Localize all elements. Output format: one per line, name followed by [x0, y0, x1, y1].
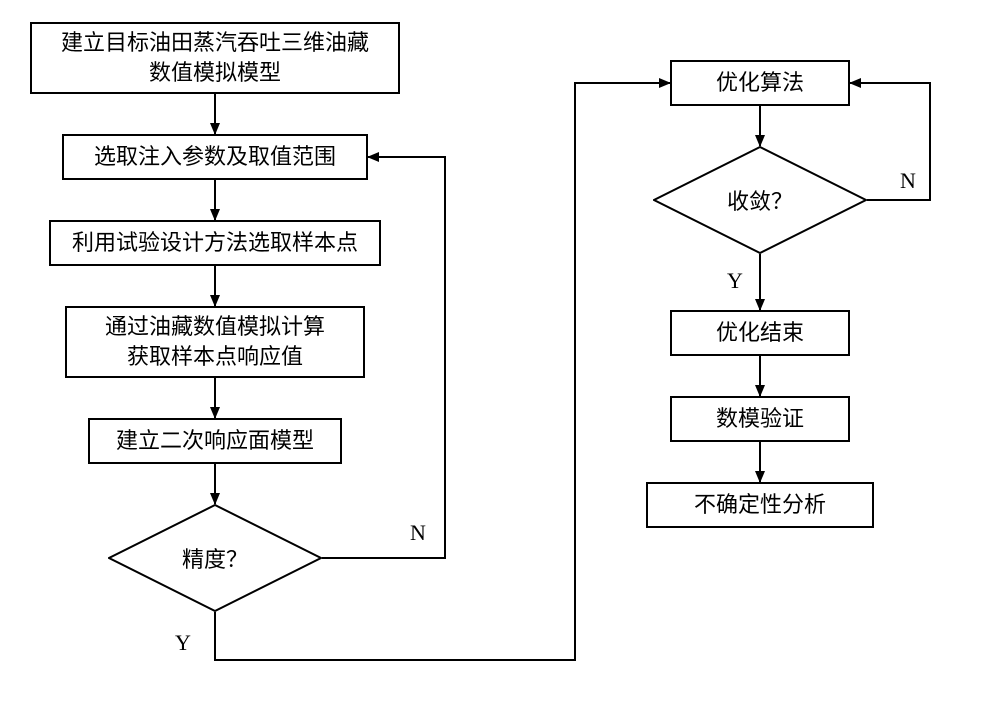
node-label: 利用试验设计方法选取样本点: [72, 228, 358, 258]
label-d1-yes: Y: [175, 630, 191, 656]
node-label: 建立二次响应面模型: [116, 426, 314, 456]
node-establish-model: 建立目标油田蒸汽吞吐三维油藏数值模拟模型: [30, 22, 400, 94]
label-d2-yes: Y: [727, 268, 743, 294]
node-label: 选取注入参数及取值范围: [94, 142, 336, 172]
node-compute-response: 通过油藏数值模拟计算获取样本点响应值: [65, 306, 365, 378]
node-optimize-algorithm: 优化算法: [670, 60, 850, 106]
node-numeric-verify: 数模验证: [670, 396, 850, 442]
label-d2-no: N: [900, 168, 916, 194]
node-label: 优化算法: [716, 68, 804, 98]
decision-converge: 收敛？: [653, 146, 867, 254]
node-label: 建立目标油田蒸汽吞吐三维油藏数值模拟模型: [61, 28, 369, 87]
node-label: 通过油藏数值模拟计算获取样本点响应值: [105, 312, 325, 371]
label-d1-no: N: [410, 520, 426, 546]
decision-label: 精度？: [108, 542, 322, 574]
node-label: 不确定性分析: [694, 490, 826, 520]
node-uncertainty-analysis: 不确定性分析: [646, 482, 874, 528]
node-label: 数模验证: [716, 404, 804, 434]
node-select-samples: 利用试验设计方法选取样本点: [49, 220, 381, 266]
node-select-parameters: 选取注入参数及取值范围: [62, 134, 368, 180]
decision-precision: 精度？: [108, 504, 322, 612]
node-build-rsm: 建立二次响应面模型: [88, 418, 342, 464]
node-label: 优化结束: [716, 318, 804, 348]
node-optimize-end: 优化结束: [670, 310, 850, 356]
decision-label: 收敛？: [653, 184, 867, 216]
